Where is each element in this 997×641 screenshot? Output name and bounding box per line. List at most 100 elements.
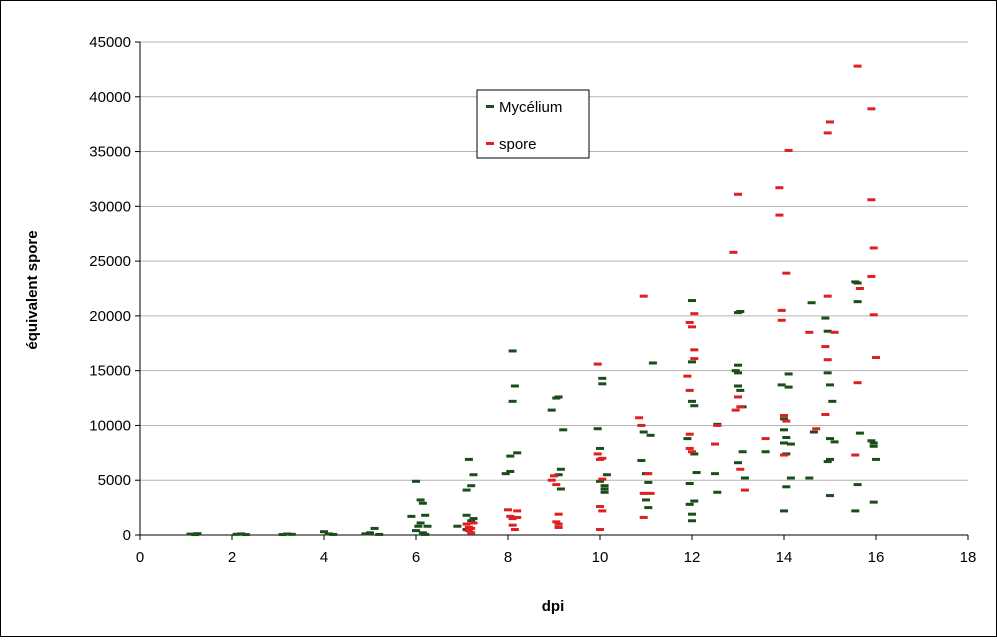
data-point bbox=[821, 316, 830, 320]
data-point bbox=[513, 451, 522, 455]
data-point bbox=[642, 498, 650, 502]
data-point bbox=[807, 301, 816, 305]
data-point bbox=[853, 300, 862, 304]
data-point bbox=[855, 287, 864, 290]
data-point bbox=[423, 524, 432, 528]
data-point bbox=[685, 320, 694, 324]
data-point bbox=[596, 505, 604, 509]
y-tick-label: 45000 bbox=[89, 34, 131, 51]
data-point bbox=[690, 404, 699, 408]
data-point bbox=[851, 453, 860, 457]
x-tick-label: 16 bbox=[868, 549, 885, 566]
legend-label-mycelium: Mycélium bbox=[499, 99, 562, 116]
data-point bbox=[504, 508, 512, 512]
data-points bbox=[186, 64, 880, 537]
data-point bbox=[688, 512, 696, 516]
data-point bbox=[851, 509, 860, 513]
data-point bbox=[809, 430, 818, 434]
data-point bbox=[731, 369, 740, 373]
x-tick-label: 10 bbox=[592, 549, 609, 566]
data-point bbox=[467, 484, 476, 488]
data-point bbox=[644, 480, 653, 484]
data-point bbox=[508, 349, 517, 353]
y-tick-label: 0 bbox=[123, 527, 131, 544]
data-point bbox=[869, 441, 878, 445]
data-point bbox=[782, 271, 791, 275]
data-point bbox=[867, 198, 876, 202]
data-point bbox=[506, 514, 515, 518]
data-point bbox=[554, 473, 563, 477]
data-point bbox=[361, 532, 370, 536]
data-point bbox=[600, 487, 609, 491]
data-point bbox=[738, 450, 747, 454]
data-point bbox=[550, 474, 558, 478]
data-point bbox=[683, 374, 692, 378]
data-point bbox=[469, 473, 478, 477]
data-point bbox=[777, 308, 786, 312]
data-point bbox=[780, 509, 788, 513]
data-point bbox=[823, 294, 832, 298]
data-point bbox=[278, 533, 287, 537]
data-point bbox=[421, 513, 430, 517]
y-tick-label: 15000 bbox=[89, 363, 131, 380]
data-point bbox=[508, 399, 517, 403]
data-point bbox=[508, 523, 517, 527]
data-point bbox=[782, 435, 791, 439]
data-point bbox=[370, 526, 379, 530]
data-point bbox=[320, 530, 328, 534]
data-point bbox=[639, 491, 648, 495]
data-point bbox=[241, 533, 250, 537]
data-point bbox=[469, 517, 478, 521]
data-point bbox=[513, 515, 522, 519]
data-point bbox=[418, 531, 427, 535]
data-point bbox=[648, 361, 657, 365]
data-point bbox=[855, 431, 864, 435]
data-point bbox=[782, 485, 791, 489]
data-point bbox=[782, 419, 791, 423]
data-point bbox=[826, 494, 834, 498]
data-point bbox=[731, 408, 740, 412]
data-point bbox=[690, 348, 699, 352]
data-point bbox=[780, 441, 788, 445]
data-point bbox=[786, 442, 795, 446]
data-point bbox=[713, 490, 722, 494]
data-point bbox=[324, 532, 333, 536]
data-point bbox=[508, 517, 517, 521]
y-tick-label: 40000 bbox=[89, 89, 131, 106]
data-point bbox=[828, 399, 837, 403]
data-point bbox=[193, 532, 202, 536]
series-mycelium bbox=[186, 280, 880, 537]
data-point bbox=[600, 490, 609, 494]
data-point bbox=[869, 444, 878, 448]
series-spore bbox=[462, 64, 880, 535]
data-point bbox=[821, 345, 830, 349]
data-point bbox=[552, 520, 561, 524]
data-point bbox=[734, 311, 742, 315]
data-point bbox=[853, 281, 862, 285]
data-point bbox=[713, 423, 722, 427]
data-point bbox=[602, 473, 611, 477]
legend-marker-mycelium bbox=[486, 105, 494, 108]
x-tick-label: 2 bbox=[228, 549, 236, 566]
data-point bbox=[761, 437, 770, 441]
data-point bbox=[734, 461, 742, 465]
data-point bbox=[644, 472, 653, 476]
data-point bbox=[646, 491, 655, 495]
data-point bbox=[237, 532, 246, 536]
data-point bbox=[232, 532, 241, 536]
data-point bbox=[646, 433, 655, 437]
data-point bbox=[685, 482, 694, 486]
data-point bbox=[412, 479, 420, 483]
gridlines bbox=[140, 41, 968, 481]
data-point bbox=[644, 506, 653, 510]
data-point bbox=[510, 384, 519, 388]
data-point bbox=[777, 383, 786, 387]
data-point bbox=[407, 514, 416, 518]
data-point bbox=[734, 384, 742, 388]
data-point bbox=[711, 472, 719, 476]
data-point bbox=[462, 513, 471, 517]
data-point bbox=[598, 456, 607, 460]
data-point bbox=[853, 483, 862, 487]
data-point bbox=[830, 330, 839, 334]
data-point bbox=[467, 531, 476, 535]
